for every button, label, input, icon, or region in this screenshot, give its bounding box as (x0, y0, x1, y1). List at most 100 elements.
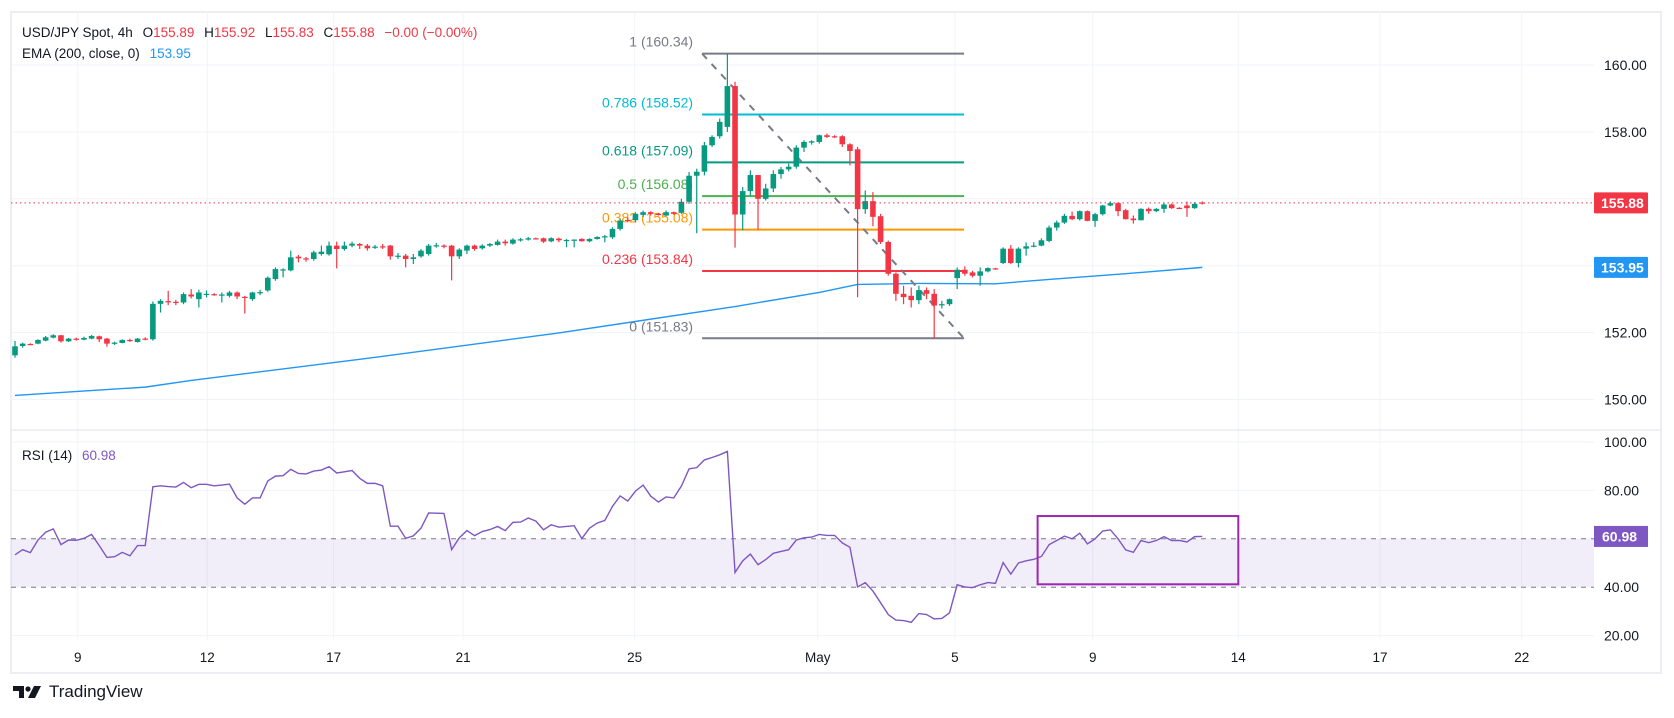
candle-body (333, 245, 340, 249)
candle-up (1099, 204, 1106, 216)
price-pane[interactable]: 1 (160.34) 0.786 (158.52) 0.618 (157.09) 0.… (11, 34, 1594, 397)
candle-up (81, 336, 87, 341)
candle-up (88, 334, 95, 340)
candle-body (395, 255, 401, 257)
last-price-badge-bg (1594, 192, 1648, 214)
candle-body (854, 149, 861, 210)
price-axis-label: 150.00 (1604, 392, 1647, 408)
candle-up (716, 118, 723, 139)
candle-body (433, 245, 440, 247)
candle-body (985, 268, 991, 272)
candle-up (42, 335, 49, 342)
candle-body (931, 293, 937, 306)
candle-body (441, 245, 447, 247)
candle-body (877, 216, 884, 242)
candle-body (1122, 210, 1129, 220)
rsi-axis-label: 40.00 (1604, 579, 1639, 595)
candle-down (356, 242, 363, 249)
candle-body (602, 236, 608, 238)
candle-down (188, 289, 194, 299)
candle-body (310, 252, 317, 260)
rsi-line[interactable] (14, 450, 1203, 624)
candle-body (1184, 205, 1190, 209)
candle-down (992, 267, 999, 270)
time-axis[interactable]: 9 12 17 21 25 May 5 9 14 17 22 (74, 650, 1529, 665)
price-axis[interactable]: 160.00 158.00 152.00 150.00 100.00 80.00 40.00… (1594, 57, 1648, 644)
rsi-highlight-box[interactable] (1036, 515, 1240, 586)
ema-line[interactable] (14, 266, 1203, 397)
symbol-legend[interactable]: USD/JPY Spot, 4h O155.89 H155.92 L155.83… (22, 23, 483, 43)
candle-up (464, 244, 470, 254)
candle-down (847, 143, 853, 166)
candle-up (1092, 212, 1098, 227)
fib-level-label: 0.382 (155.08) (602, 210, 693, 226)
candle-down (1122, 208, 1129, 220)
tradingview-brand[interactable]: TradingView (13, 682, 143, 702)
candle-body (165, 301, 171, 303)
candle-up (594, 236, 600, 240)
ema-price-badge-text: 153.95 (1601, 259, 1644, 275)
time-label: 14 (1231, 650, 1247, 665)
candle-body (632, 213, 639, 221)
candle-body (563, 239, 570, 242)
candle-up (219, 292, 225, 303)
time-label: 17 (326, 650, 341, 665)
price-axis-label: 160.00 (1604, 57, 1647, 73)
candle-up (310, 250, 317, 261)
candle-body (969, 272, 976, 276)
candle-up (418, 248, 424, 258)
candle-body (88, 335, 95, 339)
candle-body (295, 256, 302, 259)
candle-down (27, 343, 34, 346)
time-label: 21 (456, 650, 471, 665)
rsi-value-badge: 60.98 (1594, 525, 1648, 547)
candle-up (609, 227, 616, 239)
candle-body (35, 339, 41, 344)
candle-body (96, 336, 103, 340)
rsi-axis-label: 20.00 (1604, 628, 1639, 644)
candle-up (226, 290, 233, 298)
candle-up (985, 267, 991, 273)
brand-name: TradingView (49, 682, 143, 701)
candle-body (456, 249, 463, 257)
candle-body (609, 228, 616, 238)
candle-body (65, 338, 72, 342)
candle-up (372, 244, 378, 249)
candle-body (525, 238, 532, 240)
candle-body (104, 338, 110, 344)
candle-body (670, 212, 677, 214)
rsi-pane[interactable] (11, 450, 1594, 624)
candle-down (1145, 207, 1152, 214)
candle-body (494, 241, 501, 245)
candle-down (234, 291, 240, 300)
candle-body (778, 169, 784, 175)
ema-legend[interactable]: EMA (200, close, 0) 153.95 (22, 44, 197, 64)
candle-down (1176, 207, 1183, 210)
candle-up (287, 250, 294, 272)
rsi-legend[interactable]: RSI (14) 60.98 (22, 446, 122, 466)
candle-up (410, 253, 417, 265)
candle-down (579, 238, 585, 242)
candle-body (793, 147, 800, 167)
candle-down (533, 237, 539, 240)
candle-body (862, 201, 869, 210)
candle-body (1130, 218, 1137, 221)
candle-up (632, 212, 639, 223)
candle-body (770, 174, 777, 189)
price-change: −0.00 (−0.00%) (384, 25, 478, 40)
candle-up (801, 140, 807, 152)
candle-up (586, 238, 593, 243)
candle-down (303, 257, 309, 262)
candle-down (96, 335, 103, 342)
candle-body (847, 144, 853, 151)
candle-up (111, 341, 118, 345)
price-axis-label: 158.00 (1604, 124, 1647, 140)
candle-body (173, 301, 179, 304)
candle-body (42, 337, 49, 341)
candle-up (349, 241, 355, 248)
candle-body (1092, 214, 1098, 221)
candle-body (119, 339, 126, 343)
candle-up (793, 145, 800, 169)
candle-body (701, 145, 708, 172)
